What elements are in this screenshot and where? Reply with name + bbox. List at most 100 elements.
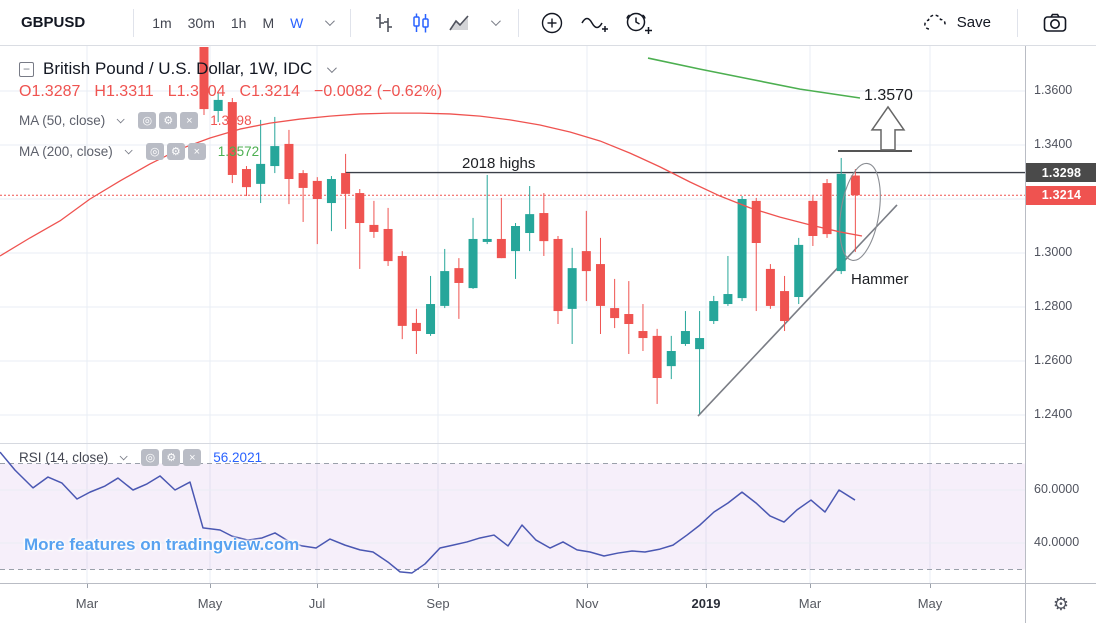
ma200-label[interactable]: MA (200, close)	[19, 144, 113, 159]
tradingview-watermark[interactable]: More features on tradingview.com	[24, 535, 300, 554]
ma200-chevron-down-icon[interactable]	[124, 146, 133, 155]
chart-style-group	[361, 11, 508, 35]
price-tick-label: 1.2800	[1034, 299, 1073, 313]
ohlc-open: O1.3287	[19, 83, 81, 100]
pane-separator[interactable]	[0, 443, 1096, 444]
rsi-settings-gear-icon[interactable]: ⚙	[162, 449, 181, 466]
candle-body	[695, 338, 705, 350]
interval-1h[interactable]: 1h	[230, 14, 247, 31]
candle-body	[341, 173, 351, 194]
toolbar-divider	[1017, 8, 1018, 37]
area-style-icon[interactable]	[447, 11, 471, 35]
candle-body	[581, 251, 591, 272]
time-axis-label: 2019	[691, 596, 721, 611]
candle-body	[723, 294, 733, 305]
candle-body	[227, 102, 237, 175]
candle-body	[256, 163, 266, 184]
cloud-icon	[923, 13, 946, 30]
bars-style-icon[interactable]	[371, 11, 395, 35]
interval-W[interactable]: W	[290, 14, 304, 31]
alert-icon[interactable]	[623, 9, 653, 37]
chart-area[interactable]: 1.3600 1.3400 1.3000 1.2800 1.2600 1.2400 60.0…	[0, 46, 1096, 583]
time-axis-tick	[810, 584, 811, 588]
candle-body	[780, 291, 790, 322]
hammer-annotation-label[interactable]: Hammer	[851, 271, 909, 288]
candle-body	[567, 268, 577, 309]
rsi-label[interactable]: RSI (14, close)	[19, 450, 109, 465]
ma200-value: 1.3572	[217, 144, 260, 159]
candle-body	[808, 200, 818, 236]
rsi-band	[0, 463, 1025, 570]
candle-body	[284, 143, 294, 180]
candle-body	[496, 238, 506, 259]
target-price-label[interactable]: 1.3570	[864, 87, 913, 104]
candle-body	[426, 304, 436, 334]
ma50-close-icon[interactable]: ×	[180, 112, 199, 129]
scale-settings-button[interactable]: ⚙	[1025, 584, 1096, 623]
ma50-settings-gear-icon[interactable]: ⚙	[159, 112, 178, 129]
ma200-source-icon[interactable]: ◎	[145, 143, 164, 160]
rsi-line	[0, 451, 856, 574]
price-tick-label: 1.3600	[1034, 83, 1073, 97]
candle-body	[199, 46, 209, 110]
time-axis-label: May	[917, 596, 943, 611]
candle-body	[553, 238, 563, 312]
rsi-legend-row: RSI (14, close) ◎ ⚙ × 56.2021	[19, 449, 262, 466]
candle-body	[822, 183, 832, 235]
rsi-source-icon[interactable]: ◎	[141, 449, 160, 466]
style-chevron-down-icon[interactable]	[491, 16, 502, 27]
interval-30m[interactable]: 30m	[187, 14, 215, 31]
compare-icon[interactable]	[539, 10, 565, 36]
legend-title-row: − British Pound / U.S. Dollar, 1W, IDC	[19, 59, 338, 79]
ma200-settings-gear-icon[interactable]: ⚙	[166, 143, 185, 160]
ma50-label[interactable]: MA (50, close)	[19, 113, 106, 128]
time-axis-tick	[317, 584, 318, 588]
ohlc-row: O1.3287 H1.3311 L1.3004 C1.3214 −0.0082 …	[19, 83, 442, 101]
ma50-chevron-down-icon[interactable]	[116, 115, 125, 124]
ascending-trendline	[697, 204, 898, 417]
time-axis-label: Mar	[798, 596, 822, 611]
screenshot-camera-icon[interactable]	[1028, 11, 1082, 35]
time-axis-label: Sep	[426, 596, 450, 611]
candle-body	[383, 228, 393, 262]
candle-body	[397, 255, 407, 326]
candle-body	[610, 308, 620, 319]
candles-style-icon[interactable]	[409, 11, 433, 35]
candle-body	[666, 351, 676, 367]
highs-annotation-label[interactable]: 2018 highs	[462, 155, 536, 172]
price-scale[interactable]: 1.3600 1.3400 1.3000 1.2800 1.2600 1.2400 60.0…	[1025, 46, 1096, 583]
time-axis-tick	[210, 584, 211, 588]
indicators-icon[interactable]	[579, 10, 609, 36]
candle-body	[468, 238, 478, 289]
ma200-close-icon[interactable]: ×	[187, 143, 206, 160]
price-tick-label: 1.2600	[1034, 353, 1073, 367]
collapse-pane-icon[interactable]: −	[19, 61, 34, 77]
rsi-close-icon[interactable]: ×	[183, 449, 202, 466]
interval-1m[interactable]: 1m	[152, 14, 172, 31]
ma50-source-icon[interactable]: ◎	[138, 112, 157, 129]
ma200-legend-row: MA (200, close) ◎ ⚙ × 1.3572	[19, 143, 259, 160]
candlestick-chart-svg[interactable]	[0, 46, 1025, 583]
ohlc-high: H1.3311	[94, 83, 154, 100]
candle-body	[525, 214, 535, 234]
candle-body	[850, 175, 860, 196]
rsi-tick-label: 40.0000	[1034, 535, 1080, 549]
interval-group: 1m 30m 1h M W	[144, 15, 340, 31]
interval-M[interactable]: M	[262, 14, 275, 31]
toolbar-divider	[133, 8, 135, 37]
hammer-ellipse	[839, 162, 881, 261]
rsi-value: 56.2021	[213, 450, 263, 465]
save-button[interactable]: Save	[906, 12, 1007, 34]
time-axis[interactable]: ⚙ Mar May Jul Sep Nov 2019 Mar May	[0, 583, 1096, 623]
candle-body	[765, 268, 775, 306]
chart-title[interactable]: British Pound / U.S. Dollar, 1W, IDC	[43, 59, 313, 78]
candle-body	[652, 335, 662, 379]
highs-price-badge: 1.3298	[1026, 163, 1096, 183]
gear-icon: ⚙	[1052, 593, 1070, 614]
symbol-button[interactable]: GBPUSD	[21, 14, 86, 31]
time-axis-tick	[930, 584, 931, 588]
interval-chevron-down-icon[interactable]	[325, 16, 336, 27]
price-tick-label: 1.2400	[1034, 407, 1073, 421]
rsi-chevron-down-icon[interactable]	[119, 452, 128, 461]
